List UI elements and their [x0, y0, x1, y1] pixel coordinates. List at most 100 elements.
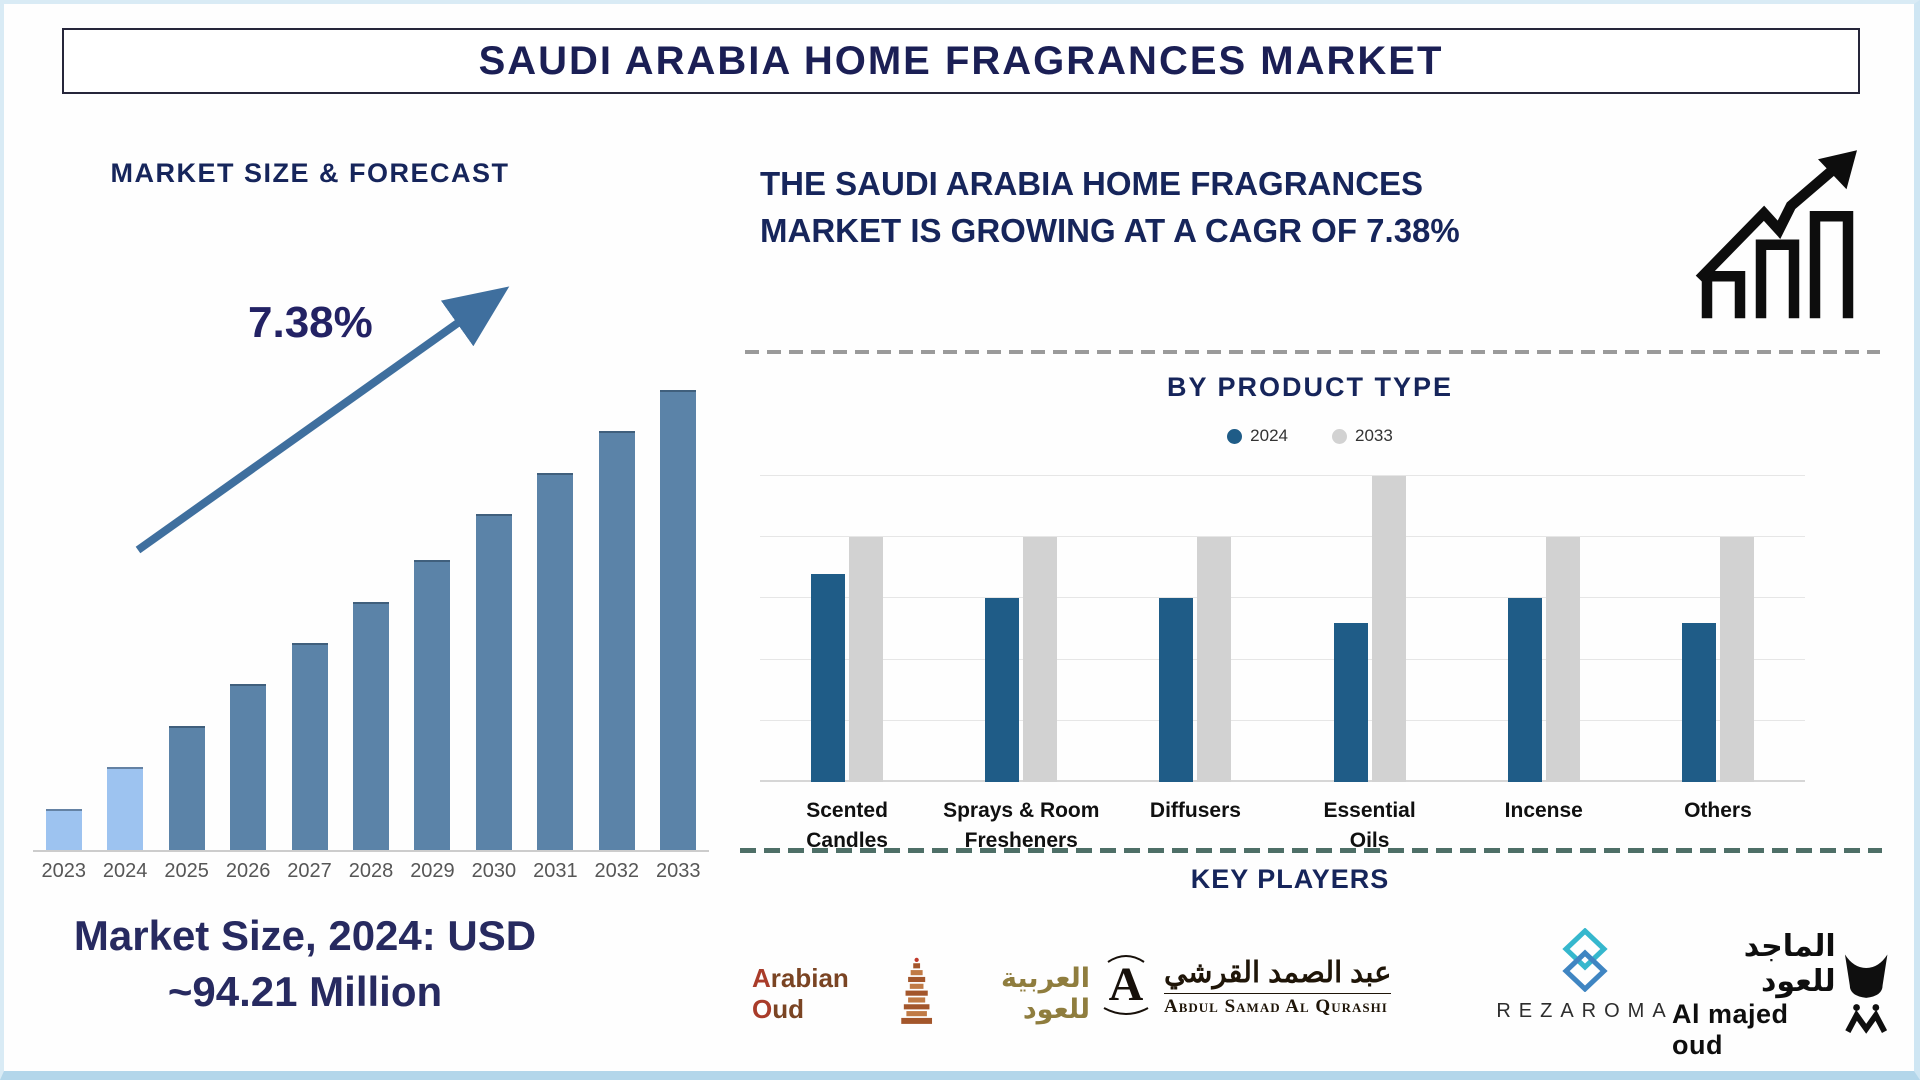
market-forecast-bar-chart: 2023 2024 2025 2026 2027 2028 2029 2030 2031 2032… — [33, 390, 709, 886]
forecast-column-2031: 2031 — [525, 390, 586, 886]
legend-item-2033: 2033 — [1332, 426, 1393, 446]
growth-statement: THE SAUDI ARABIA HOME FRAGRANCES MARKET … — [760, 165, 1460, 249]
key-players-title: KEY PLAYERS — [1190, 864, 1390, 894]
legend-dot-2024 — [1227, 428, 1243, 444]
product-chart-gridline — [760, 536, 1805, 537]
rezaroma-wordmark: REZAROMA — [1496, 1000, 1674, 1022]
forecast-bar-2023 — [45, 809, 82, 850]
forecast-bar-2031 — [537, 473, 574, 850]
asq-arabic: عبد الصمد القرشي — [1164, 956, 1392, 989]
page-title: SAUDI ARABIA HOME FRAGRANCES MARKET — [478, 38, 1444, 83]
product-bar-2033-2 — [1023, 537, 1058, 782]
market-size-line1: Market Size, 2024: USD — [73, 912, 537, 959]
forecast-bar-2033 — [660, 390, 697, 850]
forecast-year-label-2023: 2023 — [41, 860, 86, 882]
product-category-label-1: Scented Candles — [806, 799, 888, 852]
product-bar-2024-3 — [1159, 598, 1194, 782]
market-size-note: Market Size, 2024: USD ~94.21 Million — [35, 908, 575, 1020]
arabian-oud-tower-icon — [901, 957, 933, 1024]
product-bar-2033-6 — [1719, 537, 1754, 782]
product-group-3 — [1108, 476, 1282, 782]
legend-dot-2033 — [1332, 428, 1347, 444]
legend-item-2024: 2024 — [1227, 426, 1288, 446]
product-chart-plot — [760, 475, 1805, 782]
growth-chart-icon — [1695, 150, 1857, 319]
product-chart-title: BY PRODUCT TYPE — [1166, 372, 1454, 402]
product-chart-gridline — [760, 597, 1805, 598]
forecast-year-label-2032: 2032 — [594, 860, 640, 882]
product-group-5 — [1457, 476, 1631, 782]
forecast-year-label-2029: 2029 — [410, 860, 455, 882]
legend-label-2024: 2024 — [1250, 426, 1288, 445]
rezaroma-diamond-icon — [1562, 928, 1608, 992]
forecast-column-2025: 2025 — [156, 390, 217, 886]
forecast-column-2024: 2024 — [94, 390, 155, 886]
forecast-year-label-2030: 2030 — [471, 860, 517, 882]
arabian-oud-wordmark: Arabian Oud — [752, 963, 849, 1024]
asq-wordmark: Abdul Samad Al Qurashi — [1164, 992, 1392, 1018]
product-bar-2024-4 — [1333, 623, 1368, 782]
forecast-year-label-2026: 2026 — [225, 860, 271, 882]
forecast-bar-2024 — [107, 767, 144, 850]
forecast-column-2030: 2030 — [463, 390, 524, 886]
product-chart-gridline — [760, 659, 1805, 660]
logo-al-majed-oud: الماجد للعود Al majed oud — [1672, 929, 1888, 1060]
product-bar-2024-2 — [985, 598, 1020, 782]
dashed-divider-top — [745, 350, 1880, 354]
forecast-year-label-2024: 2024 — [102, 860, 148, 882]
almajed-arabic: الماجد للعود — [1743, 929, 1836, 999]
forecast-year-label-2031: 2031 — [533, 860, 578, 882]
forecast-column-2032: 2032 — [586, 390, 647, 886]
dashed-divider-bottom — [740, 848, 1882, 853]
market-size-line2: ~94.21 Million — [167, 968, 443, 1015]
product-type-bar-chart: Scented Candles Sprays & Room Fresheners D… — [760, 475, 1805, 856]
product-category-label-2: Sprays & Room Fresheners — [943, 799, 1100, 852]
logo-arabian-oud: Arabian Oud العربية للعود — [752, 948, 1090, 1040]
product-chart-gridline — [760, 475, 1805, 476]
forecast-bar-2028 — [352, 602, 389, 850]
forecast-year-label-2025: 2025 — [164, 860, 209, 882]
trend-arrow-icon — [135, 286, 510, 554]
forecast-column-2029: 2029 — [402, 390, 463, 886]
product-group-6 — [1631, 476, 1805, 782]
forecast-year-label-2028: 2028 — [348, 860, 394, 882]
product-bar-2024-6 — [1681, 623, 1716, 782]
forecast-column-2023: 2023 — [33, 390, 94, 886]
product-category-label-5: Incense — [1504, 799, 1583, 822]
forecast-column-2027: 2027 — [279, 390, 340, 886]
product-category-label-6: Others — [1684, 799, 1752, 822]
product-group-2 — [934, 476, 1108, 782]
product-bar-2033-1 — [849, 537, 884, 782]
logo-abdul-samad-al-qurashi: A عبد الصمد القرشي Abdul Samad Al Qurash… — [1098, 938, 1428, 1034]
product-group-1 — [760, 476, 934, 782]
forecast-year-label-2027: 2027 — [287, 860, 332, 882]
product-category-label-4: Essential Oils — [1323, 799, 1416, 852]
arabian-oud-arabic: العربية للعود — [1001, 963, 1090, 1025]
almajed-wordmark: Al majed oud — [1672, 999, 1789, 1060]
forecast-year-label-2033: 2033 — [656, 860, 701, 882]
product-bar-2033-3 — [1197, 537, 1232, 782]
svg-text:A: A — [1109, 958, 1144, 1011]
forecast-bar-2025 — [168, 726, 205, 850]
forecast-bar-2027 — [291, 643, 328, 850]
product-bar-2033-5 — [1545, 537, 1580, 782]
product-chart-gridline — [760, 720, 1805, 721]
product-chart-baseline — [760, 780, 1805, 782]
forecast-chart-title: MARKET SIZE & FORECAST — [110, 158, 510, 188]
legend-label-2033: 2033 — [1355, 426, 1393, 445]
forecast-axis-line — [33, 850, 709, 852]
forecast-column-2033: 2033 — [648, 390, 709, 886]
logo-rezaroma: REZAROMA — [1495, 928, 1675, 1028]
forecast-bar-2026 — [230, 684, 267, 850]
forecast-bar-2032 — [598, 431, 635, 850]
product-group-4 — [1283, 476, 1457, 782]
asq-monogram-icon: A — [1103, 955, 1149, 1015]
product-chart-legend: 2024 2033 — [760, 426, 1860, 446]
forecast-bar-2030 — [475, 514, 512, 850]
product-bar-2024-1 — [811, 574, 846, 782]
forecast-column-2026: 2026 — [217, 390, 278, 886]
product-bar-2024-5 — [1507, 598, 1542, 782]
forecast-column-2028: 2028 — [340, 390, 401, 886]
product-bar-2033-4 — [1371, 476, 1406, 782]
